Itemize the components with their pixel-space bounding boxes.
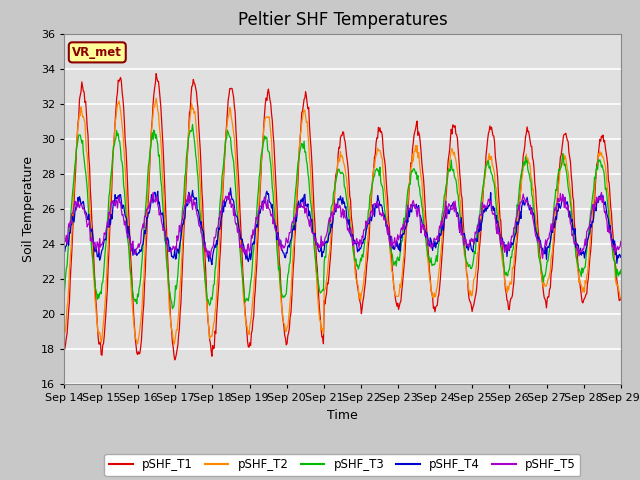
pSHF_T1 <box>127 266 135 272</box>
pSHF_T2 <box>215 251 223 256</box>
pSHF_T4 <box>70 219 78 225</box>
pSHF_T3 <box>189 121 196 127</box>
pSHF_T4 <box>617 254 625 260</box>
Title: Peltier SHF Temperatures: Peltier SHF Temperatures <box>237 11 447 29</box>
pSHF_T5 <box>426 241 434 247</box>
pSHF_T2 <box>170 341 178 347</box>
pSHF_T1 <box>428 290 436 296</box>
pSHF_T4 <box>428 242 436 248</box>
pSHF_T2 <box>127 289 135 295</box>
pSHF_T4 <box>214 232 222 238</box>
Line: pSHF_T4: pSHF_T4 <box>64 188 621 264</box>
pSHF_T3 <box>412 171 419 177</box>
pSHF_T1 <box>215 280 223 286</box>
pSHF_T2 <box>428 289 436 295</box>
pSHF_T5 <box>184 194 192 200</box>
pSHF_T4 <box>184 202 192 207</box>
pSHF_T2 <box>152 96 160 101</box>
pSHF_T1 <box>60 342 68 348</box>
pSHF_T1 <box>617 296 625 301</box>
Line: pSHF_T2: pSHF_T2 <box>64 98 621 344</box>
Text: VR_met: VR_met <box>72 46 122 59</box>
pSHF_T5 <box>60 233 68 239</box>
pSHF_T4 <box>127 241 135 247</box>
pSHF_T4 <box>227 185 234 191</box>
pSHF_T3 <box>168 306 176 312</box>
pSHF_T3 <box>428 263 436 268</box>
pSHF_T1 <box>412 126 419 132</box>
Y-axis label: Soil Temperature: Soil Temperature <box>22 156 35 262</box>
pSHF_T2 <box>60 336 68 342</box>
pSHF_T3 <box>127 274 135 279</box>
pSHF_T3 <box>185 135 193 141</box>
pSHF_T3 <box>70 173 78 179</box>
pSHF_T5 <box>410 201 418 207</box>
pSHF_T2 <box>186 120 193 126</box>
pSHF_T1 <box>152 71 160 76</box>
pSHF_T4 <box>208 262 216 267</box>
pSHF_T3 <box>215 221 223 227</box>
pSHF_T4 <box>60 245 68 251</box>
pSHF_T2 <box>412 143 419 148</box>
pSHF_T5 <box>127 248 135 254</box>
pSHF_T5 <box>214 225 221 231</box>
Line: pSHF_T3: pSHF_T3 <box>64 124 621 309</box>
pSHF_T5 <box>539 255 547 261</box>
pSHF_T5 <box>617 239 625 244</box>
Line: pSHF_T5: pSHF_T5 <box>64 192 621 258</box>
pSHF_T1 <box>171 357 179 363</box>
Line: pSHF_T1: pSHF_T1 <box>64 73 621 360</box>
pSHF_T5 <box>70 203 78 209</box>
pSHF_T3 <box>617 267 625 273</box>
pSHF_T2 <box>617 295 625 301</box>
pSHF_T2 <box>70 186 78 192</box>
X-axis label: Time: Time <box>327 408 358 421</box>
pSHF_T1 <box>186 110 193 116</box>
pSHF_T4 <box>412 204 419 210</box>
pSHF_T3 <box>60 293 68 299</box>
pSHF_T1 <box>70 198 78 204</box>
pSHF_T5 <box>598 190 605 195</box>
Legend: pSHF_T1, pSHF_T2, pSHF_T3, pSHF_T4, pSHF_T5: pSHF_T1, pSHF_T2, pSHF_T3, pSHF_T4, pSHF… <box>104 454 580 476</box>
